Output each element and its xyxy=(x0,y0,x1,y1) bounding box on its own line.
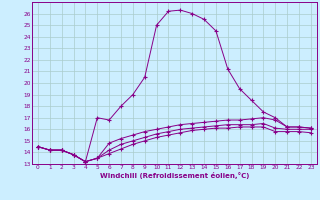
X-axis label: Windchill (Refroidissement éolien,°C): Windchill (Refroidissement éolien,°C) xyxy=(100,172,249,179)
